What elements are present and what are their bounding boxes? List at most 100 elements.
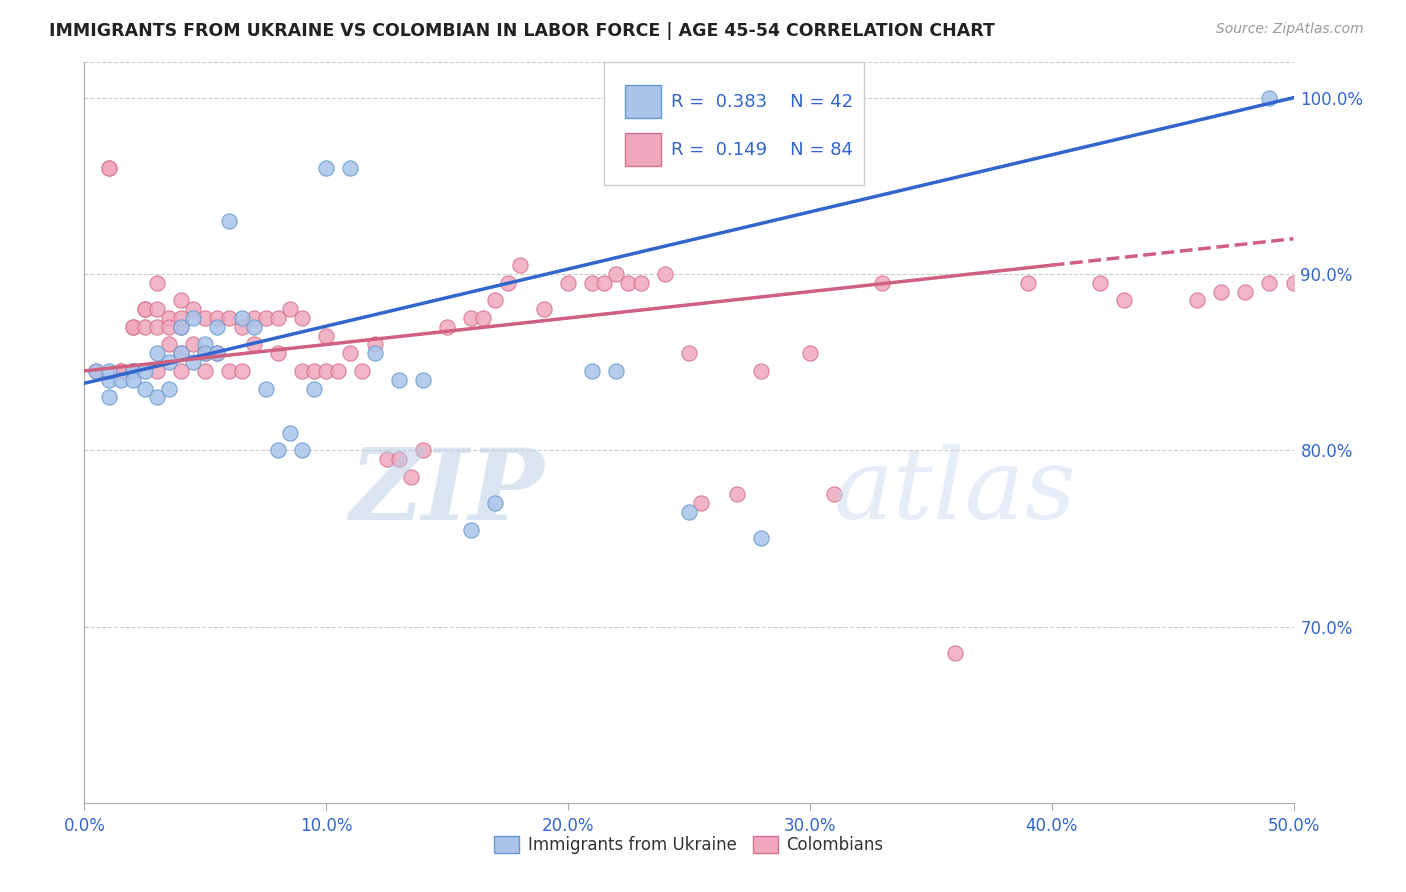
Point bbox=[121, 364, 143, 378]
Point bbox=[496, 276, 519, 290]
Point bbox=[291, 311, 314, 326]
Point bbox=[146, 346, 169, 360]
Point bbox=[799, 346, 821, 360]
Point bbox=[242, 337, 264, 351]
Point bbox=[751, 532, 773, 546]
Text: Source: ZipAtlas.com: Source: ZipAtlas.com bbox=[1216, 22, 1364, 37]
Point bbox=[110, 364, 132, 378]
Point bbox=[170, 346, 193, 360]
Point bbox=[157, 319, 180, 334]
Point bbox=[121, 364, 143, 378]
Point bbox=[1017, 276, 1039, 290]
Point bbox=[267, 311, 290, 326]
Point bbox=[1258, 276, 1281, 290]
Point bbox=[605, 267, 627, 281]
Text: R =  0.383    N = 42: R = 0.383 N = 42 bbox=[671, 93, 853, 111]
Point bbox=[388, 373, 411, 387]
Point bbox=[291, 364, 314, 378]
Text: ZIP: ZIP bbox=[349, 443, 544, 540]
Point bbox=[157, 337, 180, 351]
Point bbox=[339, 161, 361, 176]
Bar bbox=[624, 133, 661, 166]
Point bbox=[121, 364, 143, 378]
Point bbox=[86, 364, 108, 378]
Point bbox=[436, 319, 458, 334]
Point bbox=[388, 452, 411, 467]
Point bbox=[170, 311, 193, 326]
Point bbox=[218, 311, 240, 326]
Point bbox=[242, 311, 264, 326]
Point bbox=[207, 311, 229, 326]
Point bbox=[134, 302, 156, 317]
Point bbox=[146, 302, 169, 317]
Point bbox=[121, 373, 143, 387]
Point bbox=[581, 276, 603, 290]
Point bbox=[605, 364, 627, 378]
Point bbox=[146, 364, 169, 378]
Point bbox=[1185, 293, 1208, 308]
Point bbox=[231, 364, 253, 378]
Point bbox=[181, 337, 204, 351]
Point bbox=[484, 496, 506, 510]
Point bbox=[751, 364, 773, 378]
Point bbox=[157, 311, 180, 326]
Point bbox=[194, 337, 217, 351]
Point bbox=[194, 346, 217, 360]
Point bbox=[242, 319, 264, 334]
Point bbox=[943, 646, 966, 660]
Point bbox=[231, 311, 253, 326]
Point bbox=[1234, 285, 1257, 299]
Point bbox=[121, 319, 143, 334]
Point bbox=[181, 302, 204, 317]
Point bbox=[823, 487, 845, 501]
Point bbox=[291, 443, 314, 458]
Point bbox=[110, 364, 132, 378]
Point bbox=[134, 319, 156, 334]
Point bbox=[375, 452, 398, 467]
Point bbox=[97, 373, 120, 387]
Point bbox=[509, 258, 531, 272]
Point bbox=[617, 276, 640, 290]
Point bbox=[1209, 285, 1232, 299]
Point bbox=[146, 276, 169, 290]
Point bbox=[533, 302, 555, 317]
Point bbox=[315, 161, 337, 176]
Point bbox=[593, 276, 616, 290]
Point bbox=[254, 311, 277, 326]
Point bbox=[194, 364, 217, 378]
Bar bbox=[624, 85, 661, 118]
Point bbox=[1114, 293, 1136, 308]
Point bbox=[484, 293, 506, 308]
Point bbox=[267, 346, 290, 360]
Point bbox=[146, 390, 169, 404]
Point bbox=[181, 355, 204, 369]
Point bbox=[725, 487, 748, 501]
Point bbox=[194, 311, 217, 326]
Point bbox=[121, 319, 143, 334]
Point bbox=[170, 346, 193, 360]
Point bbox=[352, 364, 374, 378]
Point bbox=[86, 364, 108, 378]
Point bbox=[170, 364, 193, 378]
Point bbox=[157, 355, 180, 369]
Point bbox=[581, 364, 603, 378]
Point bbox=[231, 319, 253, 334]
Point bbox=[134, 302, 156, 317]
Point bbox=[399, 469, 422, 483]
Point bbox=[460, 523, 482, 537]
Point bbox=[181, 311, 204, 326]
Text: R =  0.149    N = 84: R = 0.149 N = 84 bbox=[671, 141, 853, 159]
Point bbox=[146, 319, 169, 334]
Point bbox=[134, 364, 156, 378]
Point bbox=[412, 443, 434, 458]
Point bbox=[218, 214, 240, 228]
Point bbox=[460, 311, 482, 326]
Point bbox=[170, 319, 193, 334]
Point bbox=[97, 161, 120, 176]
Point bbox=[97, 390, 120, 404]
Point bbox=[363, 346, 385, 360]
FancyBboxPatch shape bbox=[605, 62, 865, 185]
Point bbox=[267, 443, 290, 458]
Point bbox=[315, 328, 337, 343]
Point bbox=[278, 302, 301, 317]
